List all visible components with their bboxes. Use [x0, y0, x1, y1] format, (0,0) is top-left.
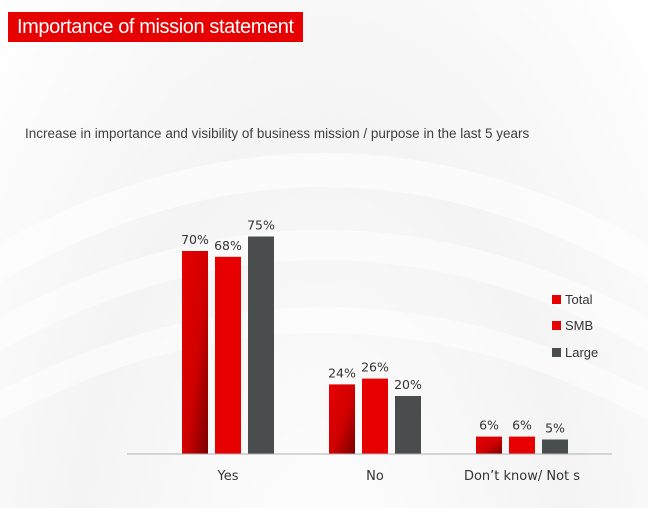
data-label-smb-0: 68% — [214, 238, 242, 253]
data-label-total-1: 24% — [328, 365, 356, 380]
category-label-0: Yes — [217, 469, 239, 484]
chart-legend: Total SMB Large — [552, 286, 598, 366]
bar-large-1 — [395, 396, 421, 454]
page-title: Importance of mission statement — [8, 12, 303, 42]
bar-total-0 — [182, 251, 208, 454]
data-label-large-0: 75% — [247, 218, 275, 233]
bar-total-1 — [329, 384, 355, 454]
bar-large-2 — [542, 439, 568, 454]
bar-large-0 — [248, 236, 274, 454]
data-label-large-1: 20% — [394, 377, 422, 392]
legend-item-large: Large — [552, 339, 598, 366]
data-label-smb-1: 26% — [361, 360, 389, 375]
category-label-2: Don’t know/ Not s — [464, 469, 580, 484]
legend-swatch-total — [552, 294, 561, 304]
bar-total-2 — [476, 436, 502, 454]
chart-subtitle: Increase in importance and visibility of… — [25, 126, 530, 141]
bar-smb-2 — [509, 436, 535, 454]
data-label-smb-2: 6% — [512, 418, 532, 433]
legend-label-total: Total — [565, 291, 593, 307]
data-label-large-2: 5% — [545, 421, 565, 436]
legend-label-smb: SMB — [565, 318, 594, 334]
legend-item-smb: SMB — [552, 313, 598, 340]
legend-swatch-large — [552, 347, 561, 357]
legend-label-large: Large — [565, 344, 599, 360]
legend-swatch-smb — [552, 321, 561, 331]
chart-bars: 70% 68% 75% Yes 24% 26% 20% No 6% 6% 5% Don’t know/… — [181, 218, 580, 485]
category-label-1: No — [366, 469, 384, 484]
legend-item-total: Total — [552, 286, 598, 313]
bar-smb-1 — [362, 378, 388, 454]
data-label-total-0: 70% — [181, 232, 209, 247]
bar-smb-0 — [215, 256, 241, 454]
data-label-total-2: 6% — [479, 418, 499, 433]
